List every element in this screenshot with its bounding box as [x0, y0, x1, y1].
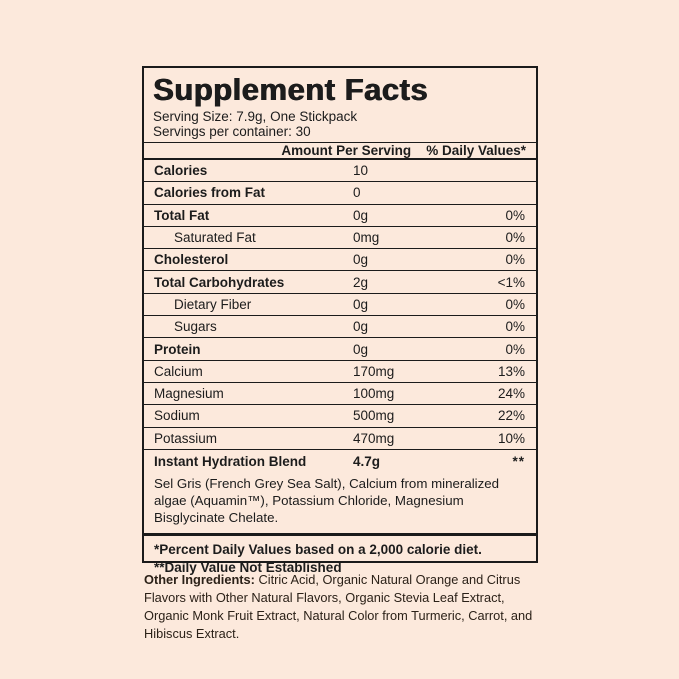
- table-row-calories: Calories 10: [144, 160, 536, 183]
- nutrient-amount: 0g: [353, 319, 369, 335]
- nutrient-daily-value: 0%: [505, 252, 525, 268]
- nutrient-amount: 0g: [353, 296, 369, 312]
- table-row-total-fat: Total Fat 0g 0%: [144, 205, 536, 227]
- table-row-calcium: Calcium 170mg 13%: [144, 361, 536, 383]
- panel-title: Supplement Facts: [153, 72, 428, 107]
- blend-name: Instant Hydration Blend: [154, 453, 307, 469]
- table-row-magnesium: Magnesium 100mg 24%: [144, 383, 536, 406]
- nutrient-name: Total Fat: [154, 207, 210, 223]
- nutrient-daily-value: 24%: [497, 386, 525, 402]
- nutrient-name: Calories: [154, 163, 208, 179]
- servings-per-container: Servings per container: 30: [153, 123, 311, 139]
- column-header-daily-value: % Daily Values*: [426, 143, 526, 158]
- nutrient-name: Cholesterol: [154, 252, 229, 268]
- blend-daily-value: **: [512, 453, 525, 469]
- supplement-facts-panel: Supplement Facts Serving Size: 7.9g, One…: [142, 66, 538, 575]
- table-row-cholesterol: Cholesterol 0g 0%: [144, 249, 536, 272]
- nutrient-name: Dietary Fiber: [174, 296, 252, 312]
- table-row-calories-from-fat: Calories from Fat 0: [144, 182, 536, 205]
- table-row-total-carbohydrates: Total Carbohydrates 2g <1%: [144, 271, 536, 294]
- nutrient-daily-value: 22%: [497, 408, 525, 424]
- table-row-dietary-fiber: Dietary Fiber 0g 0%: [144, 294, 536, 317]
- nutrient-name: Sugars: [174, 319, 217, 335]
- nutrient-daily-value: 10%: [497, 430, 525, 446]
- serving-size: Serving Size: 7.9g, One Stickpack: [153, 109, 358, 124]
- footnote-not-established: **Daily Value Not Established: [154, 559, 342, 575]
- table-row-potassium: Potassium 470mg 10%: [144, 428, 536, 450]
- nutrient-amount: 0: [353, 185, 361, 201]
- blend-section: Instant Hydration Blend 4.7g ** Sel Gris…: [144, 450, 536, 533]
- nutrient-name: Calories from Fat: [154, 185, 266, 201]
- panel-header: Supplement Facts Serving Size: 7.9g, One…: [144, 68, 536, 142]
- nutrient-daily-value: 0%: [505, 207, 525, 223]
- nutrient-daily-value: 0%: [505, 341, 525, 357]
- nutrient-name: Potassium: [154, 430, 218, 446]
- table-row-saturated-fat: Saturated Fat 0mg 0%: [144, 227, 536, 250]
- nutrient-amount: 0g: [353, 252, 369, 268]
- nutrient-name: Magnesium: [154, 386, 224, 402]
- column-header-amount: Amount Per Serving: [281, 143, 412, 158]
- nutrient-amount: 2g: [353, 274, 369, 290]
- other-ingredients-text: Citric Acid, Organic Natural Orange and …: [144, 572, 533, 641]
- nutrient-name: Sodium: [154, 408, 200, 424]
- nutrient-amount: 500mg: [353, 408, 395, 424]
- nutrient-amount: 0mg: [353, 230, 380, 246]
- nutrient-amount: 170mg: [353, 363, 395, 379]
- table-row-protein: Protein 0g 0%: [144, 338, 536, 361]
- blend-amount: 4.7g: [353, 453, 381, 469]
- nutrient-daily-value: 0%: [505, 296, 525, 312]
- nutrient-amount: 470mg: [353, 430, 395, 446]
- nutrient-amount: 100mg: [353, 386, 395, 402]
- nutrient-daily-value: 0%: [505, 230, 525, 246]
- footnote-daily-values: *Percent Daily Values based on a 2,000 c…: [154, 541, 482, 557]
- blend-description: Sel Gris (French Grey Sea Salt), Calcium…: [154, 475, 500, 525]
- nutrient-daily-value: <1%: [497, 274, 525, 290]
- other-ingredients-label: Other Ingredients:: [144, 572, 255, 587]
- nutrient-daily-value: 0%: [505, 319, 525, 335]
- nutrient-daily-value: 13%: [497, 363, 525, 379]
- table-row-sugars: Sugars 0g 0%: [144, 316, 536, 339]
- nutrient-name: Protein: [154, 341, 201, 357]
- footnote-section: *Percent Daily Values based on a 2,000 c…: [144, 532, 536, 577]
- nutrient-amount: 0g: [353, 207, 369, 223]
- nutrient-amount: 0g: [353, 341, 369, 357]
- nutrient-table: Calories 10 Calories from Fat 0 Total Fa…: [144, 160, 536, 450]
- table-row-sodium: Sodium 500mg 22%: [144, 405, 536, 428]
- nutrient-name: Total Carbohydrates: [154, 274, 285, 290]
- nutrient-amount: 10: [353, 163, 369, 179]
- nutrient-name: Calcium: [154, 363, 203, 379]
- nutrient-name: Saturated Fat: [174, 230, 256, 246]
- blend-row: Instant Hydration Blend 4.7g **: [144, 450, 536, 473]
- column-header-row: Amount Per Serving % Daily Values*: [144, 142, 536, 160]
- other-ingredients: Other Ingredients: Citric Acid, Organic …: [144, 571, 538, 643]
